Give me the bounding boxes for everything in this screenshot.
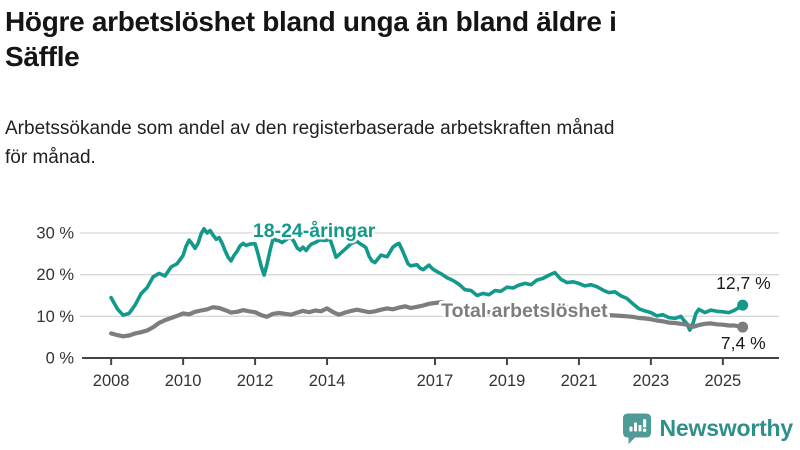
page-title-line-2: Säffle bbox=[5, 41, 80, 72]
chart-canvas: 0 % 10 % 20 % 30 % 2008 2010 2012 2014 2017 2019 2… bbox=[36, 217, 779, 390]
x-axis-label-2021: 2021 bbox=[561, 372, 598, 390]
x-axis-label-2012: 2012 bbox=[237, 372, 274, 390]
end-value-label-total: 7,4 % bbox=[721, 333, 766, 353]
series-line-youth bbox=[109, 226, 745, 332]
page-title: Högre arbetslöshet bland unga än bland ä… bbox=[5, 4, 785, 74]
end-dot-youth bbox=[737, 299, 749, 311]
series-line-total bbox=[108, 300, 745, 339]
y-axis-label-0: 0 % bbox=[46, 350, 75, 368]
y-axis-label-30: 30 % bbox=[36, 225, 74, 243]
end-dot-total bbox=[737, 321, 749, 333]
series-label-total: Total arbetslöshet bbox=[441, 300, 608, 322]
x-axis-label-2014: 2014 bbox=[309, 372, 346, 390]
newsworthy-logo-text: Newsworthy bbox=[659, 415, 794, 441]
page-title-line-1: Högre arbetslöshet bland unga än bland ä… bbox=[5, 6, 617, 37]
series-label-youth: 18-24-åringar bbox=[253, 219, 376, 242]
newsworthy-logo[interactable]: Newsworthy bbox=[622, 412, 793, 445]
chart-subtitle-line-1: Arbetssökande som andel av den registerb… bbox=[5, 118, 615, 139]
x-axis-label-2025: 2025 bbox=[705, 372, 742, 390]
x-axis-label-2010: 2010 bbox=[165, 372, 202, 390]
y-axis-label-20: 20 % bbox=[36, 266, 74, 284]
chart-subtitle: Arbetssökande som andel av den registerb… bbox=[5, 114, 785, 172]
x-axis-label-2017: 2017 bbox=[417, 372, 454, 390]
y-axis-label-10: 10 % bbox=[36, 308, 74, 326]
unemployment-line-chart: 0 % 10 % 20 % 30 % 2008 2010 2012 2014 2017 2019 2… bbox=[0, 198, 800, 408]
x-axis-label-2008: 2008 bbox=[93, 372, 130, 390]
chart-subtitle-line-2: för månad. bbox=[5, 147, 96, 168]
x-axis-label-2019: 2019 bbox=[489, 372, 526, 390]
x-axis-label-2023: 2023 bbox=[633, 372, 670, 390]
end-value-label-youth: 12,7 % bbox=[716, 273, 770, 293]
bar-chart-speech-bubble-icon bbox=[622, 413, 651, 444]
